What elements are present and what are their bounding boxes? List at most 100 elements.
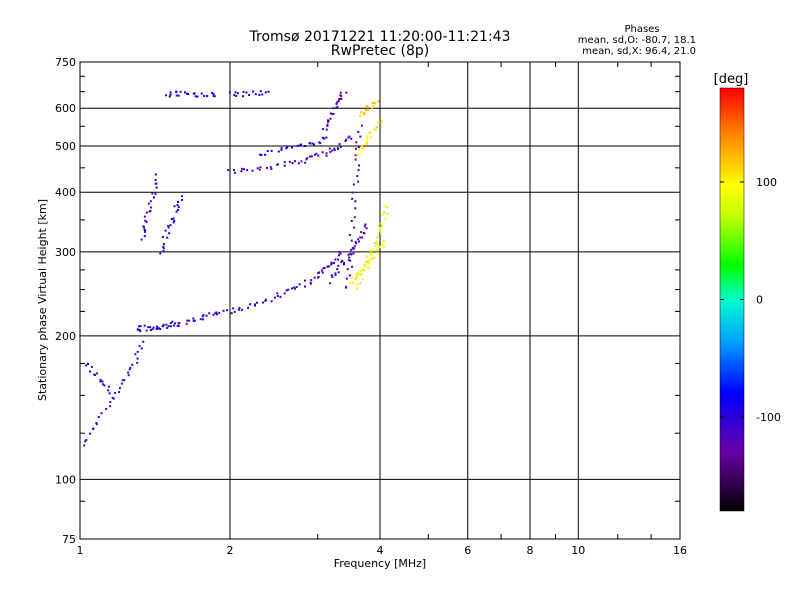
echo-point	[356, 153, 359, 156]
echo-point	[338, 143, 341, 146]
echo-point	[127, 374, 130, 377]
echo-point	[372, 256, 375, 259]
echo-point	[350, 253, 353, 256]
echo-point	[350, 137, 353, 140]
echo-point	[213, 95, 216, 98]
echo-point	[381, 213, 384, 216]
echo-point	[339, 252, 342, 255]
echo-point	[351, 277, 354, 280]
echo-point	[109, 401, 112, 404]
echo-point	[371, 107, 374, 110]
echo-point	[310, 155, 313, 158]
echo-point	[264, 153, 267, 156]
echo-point	[321, 136, 324, 139]
echo-point	[258, 93, 261, 96]
echo-point	[369, 258, 372, 261]
echo-point	[331, 149, 334, 152]
echo-point	[155, 327, 158, 330]
echo-point	[214, 312, 217, 315]
echo-point	[295, 286, 298, 289]
echo-point	[89, 370, 92, 373]
echo-point	[242, 95, 245, 98]
echo-point	[168, 232, 171, 235]
echo-point	[294, 287, 297, 290]
colorbar-label: [deg]	[714, 72, 749, 87]
echo-point	[107, 385, 110, 388]
echo-point	[348, 233, 351, 236]
echo-point	[322, 128, 325, 131]
echo-point	[293, 160, 296, 163]
echo-point	[150, 206, 153, 209]
echo-point	[111, 396, 114, 399]
x-tick-labels: 1 2 4 6 8 10 16	[77, 544, 688, 557]
echo-point	[325, 128, 328, 131]
echo-point	[374, 129, 377, 132]
echo-point	[251, 169, 254, 172]
echo-point	[375, 126, 378, 129]
echo-point	[200, 92, 203, 95]
echo-point	[291, 287, 294, 290]
echo-point	[287, 288, 290, 291]
echo-point	[330, 274, 333, 277]
echo-point	[345, 285, 348, 288]
echo-point	[328, 147, 331, 150]
echo-point	[351, 265, 354, 268]
echo-point	[335, 102, 338, 105]
echo-point	[264, 91, 267, 94]
echo-point	[375, 240, 378, 243]
echo-point	[360, 145, 363, 148]
echo-point	[343, 261, 346, 264]
echo-point	[193, 92, 196, 95]
echo-point	[259, 166, 262, 169]
echo-point	[280, 148, 283, 151]
echo-point	[147, 202, 150, 205]
echo-point	[379, 222, 382, 225]
echo-point	[351, 197, 354, 200]
y-tick-label: 750	[55, 56, 76, 69]
echo-point	[92, 427, 95, 430]
echo-point	[358, 273, 361, 276]
echo-point	[377, 249, 380, 252]
echo-point	[288, 160, 291, 163]
echo-point	[127, 371, 130, 374]
echo-point	[202, 314, 205, 317]
echo-point	[370, 136, 373, 139]
echo-point	[265, 166, 268, 169]
echo-point	[363, 225, 366, 228]
echo-point	[339, 146, 342, 149]
echo-point	[359, 236, 362, 239]
echo-point	[328, 282, 331, 285]
echo-point	[243, 168, 246, 171]
echo-point	[351, 191, 354, 194]
echo-point	[254, 304, 257, 307]
echo-point	[318, 271, 321, 274]
echo-point	[369, 131, 372, 134]
echo-point	[99, 380, 102, 383]
echo-point	[179, 90, 182, 93]
echo-point	[264, 299, 267, 302]
echo-point	[321, 271, 324, 274]
x-tick-label: 2	[227, 544, 234, 557]
echo-point	[193, 319, 196, 322]
echo-point	[222, 309, 225, 312]
echo-point	[369, 252, 372, 255]
echo-point	[159, 252, 162, 255]
echo-point	[175, 94, 178, 97]
echo-point	[352, 252, 355, 255]
echo-point	[266, 150, 269, 153]
echo-point	[373, 127, 376, 130]
echo-point	[379, 227, 382, 230]
echo-point	[366, 105, 369, 108]
echo-point	[123, 379, 126, 382]
echo-point	[360, 231, 363, 234]
echo-point	[188, 319, 191, 322]
echo-point	[299, 143, 302, 146]
echo-point	[167, 325, 170, 328]
echo-point	[335, 106, 338, 109]
echo-point	[208, 312, 211, 315]
echo-point	[174, 322, 177, 325]
echo-point	[151, 328, 154, 331]
echo-point	[201, 315, 204, 318]
echo-point	[356, 287, 359, 290]
echo-point	[359, 135, 362, 138]
